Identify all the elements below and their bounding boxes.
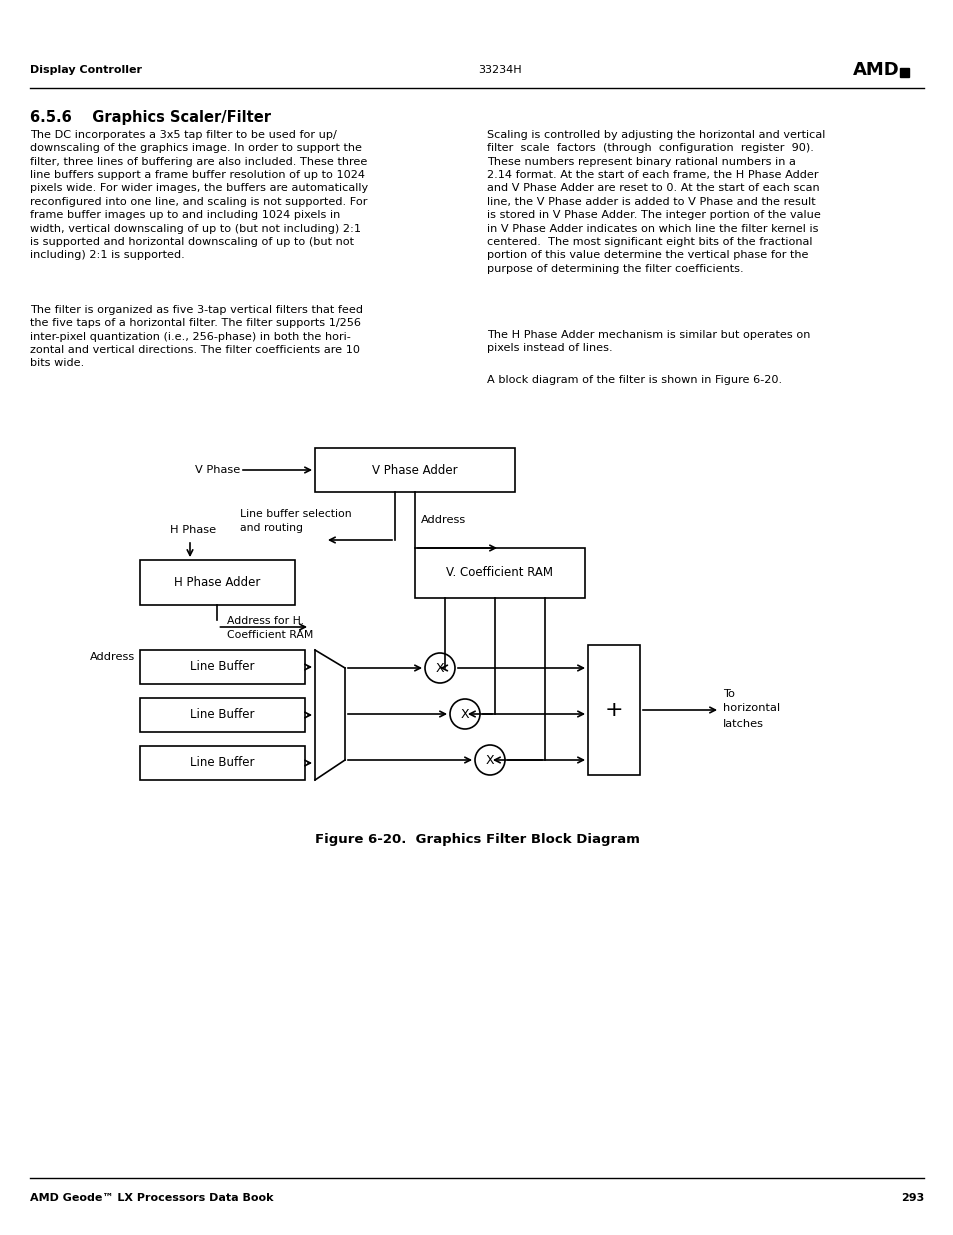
Text: and routing: and routing bbox=[240, 522, 303, 534]
Bar bbox=[140, 559, 294, 605]
Text: Line Buffer: Line Buffer bbox=[190, 709, 254, 721]
Bar bbox=[899, 68, 908, 77]
Text: AMD: AMD bbox=[852, 61, 899, 79]
Text: The H Phase Adder mechanism is similar but operates on
pixels instead of lines.: The H Phase Adder mechanism is similar b… bbox=[486, 330, 809, 353]
Text: A block diagram of the filter is shown in Figure 6-20.: A block diagram of the filter is shown i… bbox=[486, 375, 781, 385]
Text: V Phase: V Phase bbox=[194, 466, 240, 475]
Bar bbox=[314, 448, 515, 492]
Text: 293: 293 bbox=[900, 1193, 923, 1203]
Text: The filter is organized as five 3-tap vertical filters that feed
the five taps o: The filter is organized as five 3-tap ve… bbox=[30, 305, 363, 368]
Text: Line Buffer: Line Buffer bbox=[190, 757, 254, 769]
Circle shape bbox=[424, 653, 455, 683]
Text: Scaling is controlled by adjusting the horizontal and vertical
filter  scale  fa: Scaling is controlled by adjusting the h… bbox=[486, 130, 824, 274]
Bar bbox=[140, 650, 305, 684]
Bar bbox=[140, 698, 305, 732]
Text: V. Coefficient RAM: V. Coefficient RAM bbox=[446, 567, 553, 579]
Text: Display Controller: Display Controller bbox=[30, 65, 142, 75]
Text: H Phase: H Phase bbox=[170, 525, 216, 535]
Text: X: X bbox=[485, 753, 494, 767]
Text: AMD Geode™ LX Processors Data Book: AMD Geode™ LX Processors Data Book bbox=[30, 1193, 274, 1203]
Text: Address: Address bbox=[90, 652, 135, 662]
Text: X: X bbox=[436, 662, 444, 674]
Bar bbox=[415, 548, 584, 598]
Text: Address: Address bbox=[420, 515, 466, 525]
Circle shape bbox=[475, 745, 504, 776]
Text: H Phase Adder: H Phase Adder bbox=[174, 576, 260, 589]
Text: To: To bbox=[722, 689, 734, 699]
Text: Figure 6-20.  Graphics Filter Block Diagram: Figure 6-20. Graphics Filter Block Diagr… bbox=[314, 834, 639, 846]
Text: Line buffer selection: Line buffer selection bbox=[240, 509, 352, 519]
Text: Coefficient RAM: Coefficient RAM bbox=[227, 630, 314, 640]
Text: Line Buffer: Line Buffer bbox=[190, 661, 254, 673]
Bar bbox=[587, 645, 639, 776]
Text: X: X bbox=[460, 708, 469, 720]
Text: 33234H: 33234H bbox=[477, 65, 521, 75]
Text: Address for H.: Address for H. bbox=[227, 616, 304, 626]
Text: The DC incorporates a 3x5 tap filter to be used for up/
downscaling of the graph: The DC incorporates a 3x5 tap filter to … bbox=[30, 130, 368, 261]
Text: V Phase Adder: V Phase Adder bbox=[372, 463, 457, 477]
Text: 6.5.6    Graphics Scaler/Filter: 6.5.6 Graphics Scaler/Filter bbox=[30, 110, 271, 125]
Text: +: + bbox=[604, 700, 622, 720]
Text: latches: latches bbox=[722, 719, 763, 729]
Bar bbox=[140, 746, 305, 781]
Text: horizontal: horizontal bbox=[722, 703, 780, 713]
Circle shape bbox=[450, 699, 479, 729]
